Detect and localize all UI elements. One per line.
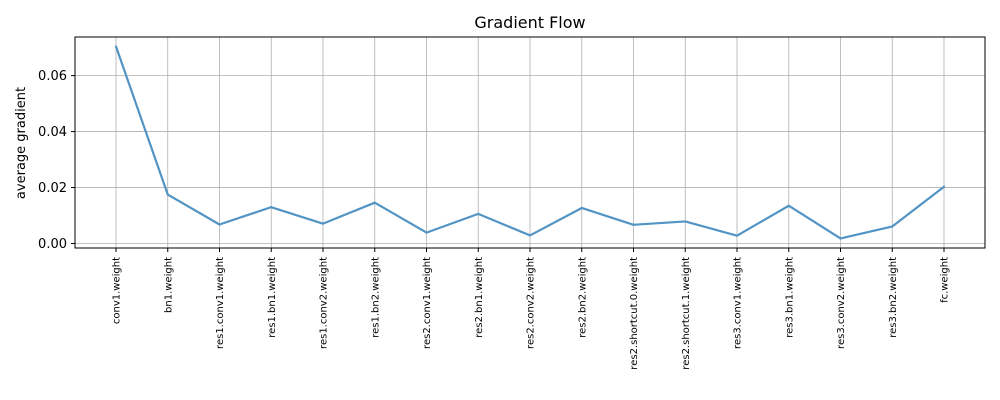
x-tick-label: conv1.weight: [112, 257, 123, 324]
grid: [75, 37, 985, 248]
x-tick-label: res2.shortcut.0.weight: [629, 257, 640, 370]
x-tick-label: res2.conv1.weight: [422, 257, 433, 349]
x-tick-label: res3.bn2.weight: [888, 257, 899, 338]
data-point: [528, 234, 532, 237]
x-tick-label: res2.bn2.weight: [577, 257, 588, 338]
x-tick-label: res3.conv2.weight: [836, 257, 847, 349]
data-point: [580, 206, 583, 210]
x-axis: conv1.weight bn1.weight res1.conv1.weight r…: [112, 248, 951, 370]
data-point: [632, 223, 635, 226]
data-point: [891, 225, 894, 228]
data-point: [425, 231, 428, 234]
y-tick-label: 0.02: [38, 181, 67, 196]
data-point: [942, 185, 946, 188]
x-tick-label: res1.conv1.weight: [215, 257, 226, 349]
data-point: [166, 193, 169, 196]
x-tick-label: res2.shortcut.1.weight: [681, 257, 692, 370]
data-point: [218, 223, 221, 226]
y-tick-label: 0.06: [38, 69, 67, 84]
x-tick-label: res3.bn1.weight: [784, 257, 795, 338]
y-axis: 0.00 0.02 0.04 0.06: [38, 69, 75, 252]
x-tick-label: res2.bn1.weight: [474, 257, 485, 338]
data-point: [114, 45, 118, 48]
y-tick-label: 0.00: [38, 237, 67, 252]
data-point: [787, 204, 790, 207]
x-tick-label: bn1.weight: [163, 257, 174, 313]
x-tick-label: res3.conv1.weight: [733, 257, 744, 349]
x-tick-label: res1.bn1.weight: [267, 257, 278, 338]
chart-title: Gradient Flow: [474, 13, 585, 32]
data-point: [684, 220, 687, 223]
plot-area: [114, 45, 946, 240]
data-point: [373, 201, 376, 204]
y-axis-label: average gradient: [14, 87, 29, 199]
data-point: [735, 234, 739, 237]
data-point: [839, 237, 842, 240]
data-point: [321, 222, 325, 225]
x-tick-label: fc.weight: [940, 257, 951, 303]
x-tick-label: res1.conv2.weight: [319, 257, 330, 349]
x-tick-label: res1.bn2.weight: [370, 257, 381, 338]
y-tick-label: 0.04: [38, 125, 67, 140]
x-tick-label: res2.conv2.weight: [526, 257, 537, 349]
data-point: [477, 212, 480, 215]
data-point: [270, 206, 273, 209]
